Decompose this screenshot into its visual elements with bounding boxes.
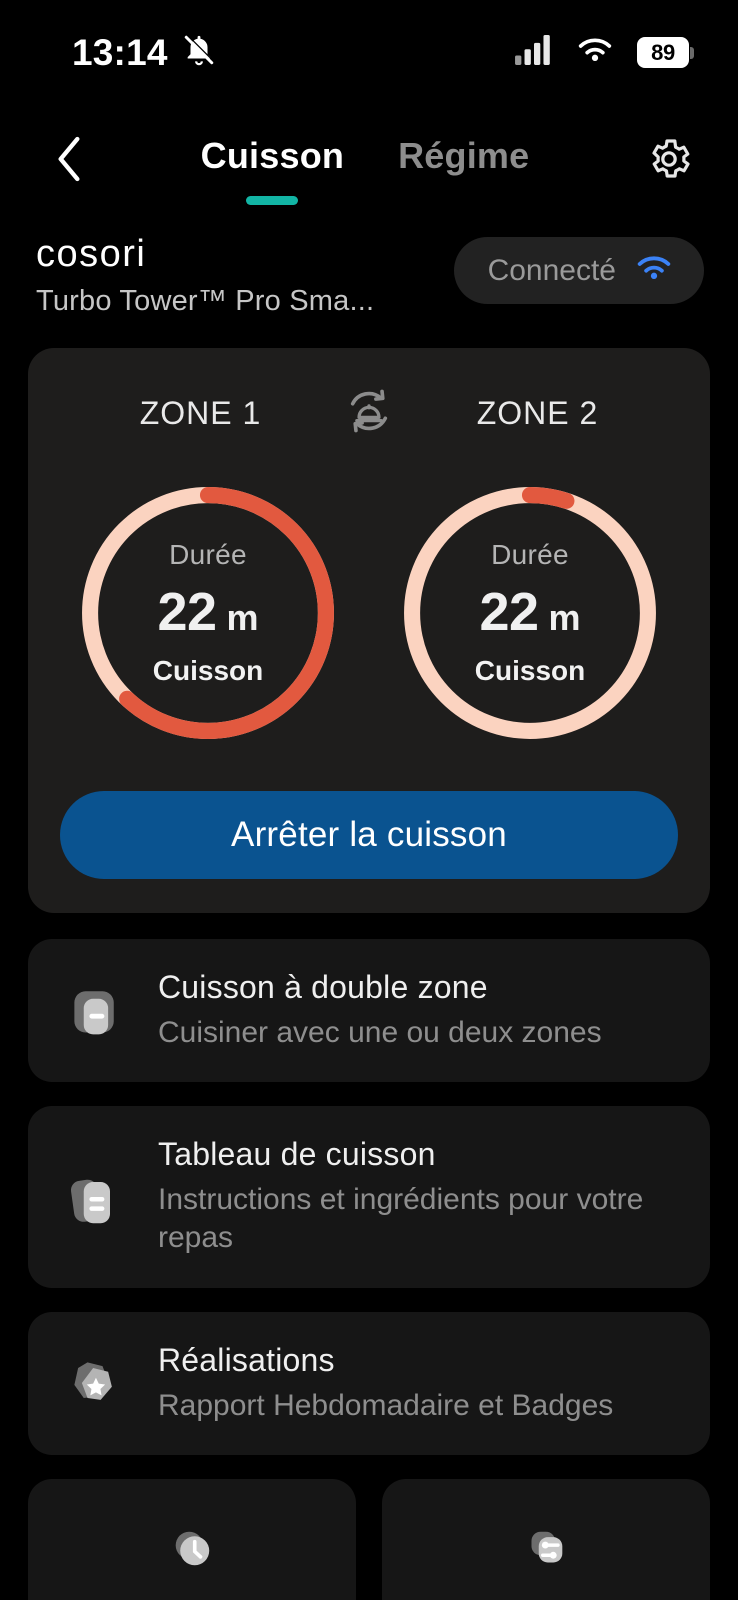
list-item-subtitle: Rapport Hebdomadaire et Badges xyxy=(158,1388,614,1422)
settings-button[interactable] xyxy=(638,130,700,192)
navigation-bar: Cuisson Régime xyxy=(0,105,738,217)
zone-1-title: ZONE 1 xyxy=(139,394,262,431)
list-item-dual-zone[interactable]: Cuisson à double zone Cuisiner avec une … xyxy=(28,938,710,1082)
zone-2-ring[interactable]: Durée 22 m Cuisson xyxy=(396,479,664,747)
tab-bar: Cuisson Régime xyxy=(92,135,638,205)
zone-1-ring-center: Durée 22 m Cuisson xyxy=(74,479,342,747)
tab-regime-label: Régime xyxy=(398,135,530,176)
status-bar-left: 13:14 xyxy=(72,32,216,74)
zone-2-title: ZONE 2 xyxy=(476,394,599,431)
zone-1-ring-graphic xyxy=(82,486,334,739)
brand-logo: cosori xyxy=(36,233,147,275)
device-header: cosori Turbo Tower™ Pro Sma... Connecté xyxy=(0,217,738,318)
list-item-dual-zone-texts: Cuisson à double zone Cuisiner avec une … xyxy=(158,969,602,1052)
zone-2-duration-label: Durée xyxy=(491,538,569,570)
zone-1-duration-label: Durée xyxy=(169,538,247,570)
zone-2-duration-number: 22 xyxy=(479,581,539,642)
wifi-icon xyxy=(634,253,674,288)
list-item-achievements[interactable]: Réalisations Rapport Hebdomadaire et Bad… xyxy=(28,1311,710,1456)
zone-1-duration-unit: m xyxy=(226,596,259,638)
sliders-icon xyxy=(517,1519,575,1582)
zone-2-state: Cuisson xyxy=(474,654,586,686)
list-item-subtitle: Instructions et ingrédients pour votre r… xyxy=(158,1182,644,1255)
tab-cuisson[interactable]: Cuisson xyxy=(200,135,345,205)
gear-icon xyxy=(645,135,693,188)
sync-zones-icon xyxy=(340,382,398,445)
cooking-card: ZONE 1 ZONE 2 xyxy=(28,347,710,913)
zone-2-duration-value: 22 m xyxy=(479,581,580,643)
tile-settings[interactable] xyxy=(382,1479,710,1600)
back-button[interactable] xyxy=(38,130,100,192)
zone-1-state: Cuisson xyxy=(152,654,264,686)
connection-status-label: Connecté xyxy=(487,253,616,287)
tab-regime[interactable]: Régime xyxy=(398,135,529,187)
cooking-chart-icon xyxy=(62,1164,128,1230)
sync-zones-button[interactable] xyxy=(329,382,409,445)
zone-progress-rings: Durée 22 m Cuisson Durée 22 xyxy=(28,479,710,747)
clock-icon xyxy=(163,1519,221,1582)
zone-2-ring-graphic xyxy=(404,486,656,739)
list-item-subtitle: Cuisiner avec une ou deux zones xyxy=(158,1015,602,1049)
battery-indicator: 89 xyxy=(637,37,694,68)
device-name: Turbo Tower™ Pro Sma... xyxy=(36,284,375,317)
zone-2-duration-unit: m xyxy=(548,596,581,638)
chevron-left-icon xyxy=(50,134,88,189)
list-item-title: Réalisations xyxy=(158,1341,335,1378)
bell-muted-icon xyxy=(182,33,216,72)
list-item-title: Tableau de cuisson xyxy=(158,1135,436,1172)
device-identity: cosori Turbo Tower™ Pro Sma... xyxy=(36,231,374,318)
status-bar-right: 89 xyxy=(515,35,694,70)
list-item-cooking-chart-texts: Tableau de cuisson Instructions et ingré… xyxy=(158,1136,668,1258)
zone-1-duration-number: 22 xyxy=(157,581,217,642)
stop-cooking-button[interactable]: Arrêter la cuisson xyxy=(60,790,678,879)
achievement-badge-icon xyxy=(62,1350,128,1416)
list-item-achievements-texts: Réalisations Rapport Hebdomadaire et Bad… xyxy=(158,1342,613,1425)
bottom-tile-grid xyxy=(28,1479,710,1600)
status-time: 13:14 xyxy=(72,31,168,73)
tab-active-underline xyxy=(246,196,299,205)
status-bar: 13:14 xyxy=(0,0,738,105)
zone-1-duration-value: 22 m xyxy=(157,581,258,643)
zone-headers: ZONE 1 ZONE 2 xyxy=(28,382,710,445)
cellular-signal-icon xyxy=(515,35,553,70)
battery-level: 89 xyxy=(637,37,689,68)
list-item-title: Cuisson à double zone xyxy=(158,968,488,1005)
list-item-cooking-chart[interactable]: Tableau de cuisson Instructions et ingré… xyxy=(28,1105,710,1288)
menu-list: Cuisson à double zone Cuisiner avec une … xyxy=(28,938,710,1456)
tile-timer[interactable] xyxy=(28,1479,356,1600)
wifi-icon xyxy=(575,35,615,70)
connection-status-badge[interactable]: Connecté xyxy=(453,237,704,304)
tab-cuisson-label: Cuisson xyxy=(200,135,345,176)
dual-zone-basket-icon xyxy=(62,977,128,1043)
battery-nub xyxy=(690,46,694,59)
zone-1-ring[interactable]: Durée 22 m Cuisson xyxy=(74,479,342,747)
zone-2-ring-center: Durée 22 m Cuisson xyxy=(396,479,664,747)
